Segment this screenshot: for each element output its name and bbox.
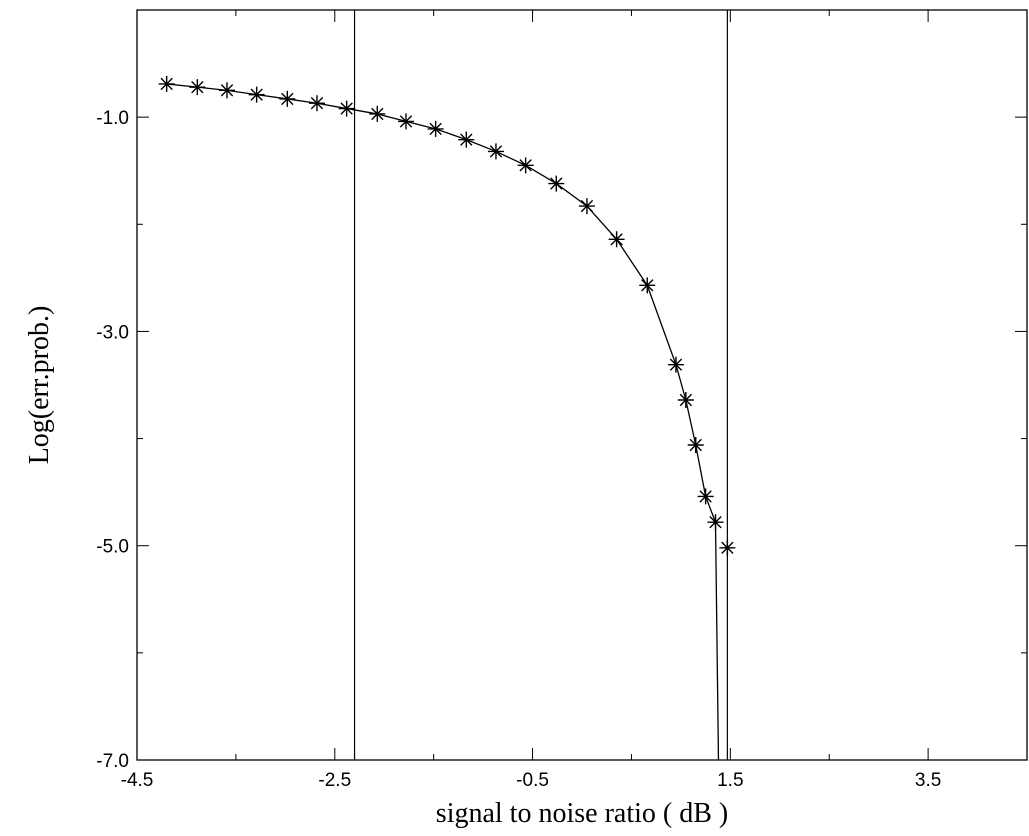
x-tick-label: -4.5 [121,770,154,791]
asterisk-marker [578,198,595,215]
asterisk-marker [189,79,206,96]
asterisk-marker [427,120,444,137]
x-axis-title: signal to noise ratio ( dB ) [436,798,728,829]
asterisk-marker [218,82,235,99]
asterisk-marker [667,356,684,373]
asterisk-marker [458,131,475,148]
asterisk-marker [707,514,724,531]
asterisk-marker [338,100,355,117]
asterisk-marker [677,392,694,408]
asterisk-marker [517,157,534,174]
asterisk-marker [697,488,714,505]
asterisk-marker [158,75,175,92]
y-tick-label: -1.0 [96,108,129,129]
asterisk-marker [548,175,565,192]
x-tick-label: -2.5 [318,770,351,791]
asterisk-marker [639,277,656,294]
x-tick-label: 3.5 [915,770,941,791]
asterisk-marker [248,86,265,103]
asterisk-marker [369,105,386,122]
asterisk-marker [279,90,296,107]
x-tick-label: 1.5 [717,770,743,791]
curve [166,83,720,761]
asterisk-marker [308,95,325,112]
y-axis-title: Log(err.prob.) [24,306,55,465]
asterisk-marker [397,113,414,130]
asterisk-marker [719,539,736,556]
asterisk-marker [487,143,504,160]
x-tick-label: -0.5 [516,770,549,791]
asterisk-marker [608,231,625,248]
asterisk-marker [687,437,704,453]
y-tick-label: -3.0 [96,322,129,343]
y-tick-label: -5.0 [96,537,129,558]
y-tick-label: -7.0 [96,751,129,772]
plot-frame [136,9,1028,761]
